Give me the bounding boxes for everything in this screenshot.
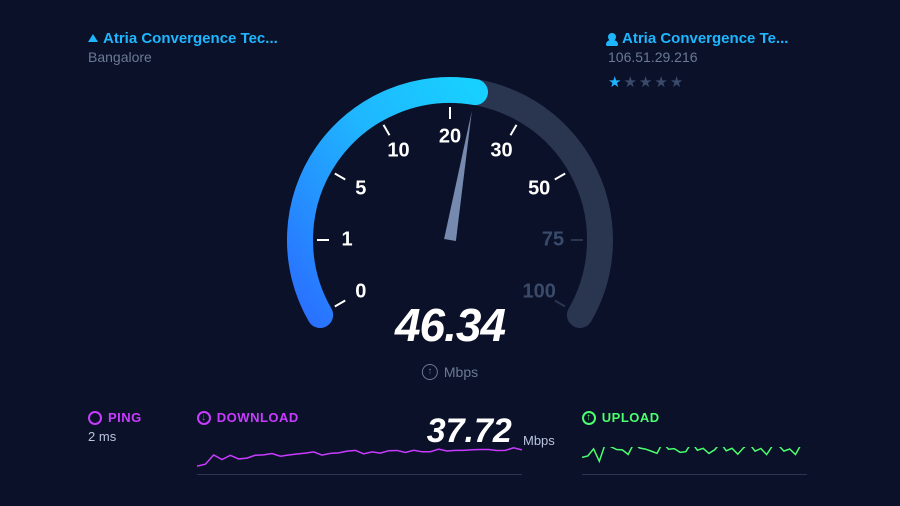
gauge-tick-label: 30 bbox=[490, 139, 512, 162]
gauge-tick-label: 100 bbox=[523, 280, 556, 303]
upload-arrow-icon: ↑ bbox=[422, 364, 438, 380]
upload-sparkline bbox=[582, 447, 807, 475]
metrics-row: PING 2 ms DOWNLOAD 37.72 Mbps UPLOAD bbox=[88, 410, 812, 480]
upload-metric: UPLOAD bbox=[582, 410, 807, 480]
server-icon bbox=[88, 34, 98, 42]
ping-icon bbox=[88, 411, 102, 425]
speed-gauge: 0151020305075100 46.34 ↑ Mbps bbox=[250, 50, 650, 370]
download-icon bbox=[197, 411, 211, 425]
download-label: DOWNLOAD bbox=[217, 410, 299, 425]
person-icon bbox=[608, 33, 616, 41]
ping-metric: PING 2 ms bbox=[88, 410, 142, 444]
download-metric: DOWNLOAD 37.72 Mbps bbox=[197, 410, 522, 480]
gauge-tick-label: 0 bbox=[355, 280, 366, 303]
upload-label: UPLOAD bbox=[602, 410, 660, 425]
gauge-tick-label: 75 bbox=[542, 229, 564, 252]
download-sparkline bbox=[197, 447, 522, 475]
download-unit: Mbps bbox=[523, 433, 555, 448]
gauge-tick-label: 50 bbox=[528, 177, 550, 200]
download-value: 37.72 bbox=[427, 412, 512, 451]
server-name[interactable]: Atria Convergence Tec... bbox=[88, 30, 278, 47]
gauge-tick-label: 20 bbox=[439, 126, 461, 149]
ping-value: 2 ms bbox=[88, 429, 142, 444]
ping-label: PING bbox=[108, 410, 142, 425]
gauge-tick-label: 10 bbox=[387, 139, 409, 162]
gauge-unit: ↑ Mbps bbox=[422, 364, 478, 380]
gauge-tick-label: 1 bbox=[341, 229, 352, 252]
gauge-value: 46.34 bbox=[395, 298, 505, 352]
gauge-tick-label: 5 bbox=[355, 177, 366, 200]
isp-name[interactable]: Atria Convergence Te... bbox=[608, 30, 788, 47]
upload-icon bbox=[582, 411, 596, 425]
